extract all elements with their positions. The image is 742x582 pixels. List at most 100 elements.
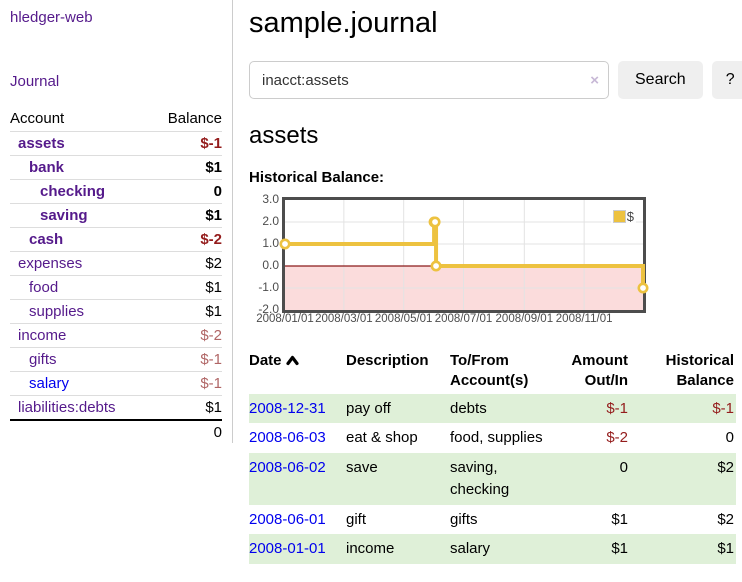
sidebar-account-income[interactable]: income (18, 327, 67, 344)
sidebar-account-supplies[interactable]: supplies (29, 303, 85, 320)
x-tick-label: 2008/09/01 (495, 313, 554, 325)
sidebar-account-food[interactable]: food (29, 279, 59, 296)
app-title-link[interactable]: hledger-web (10, 9, 93, 26)
search-field: × (249, 61, 609, 99)
transactions-header-row: Date Description To/From Account(s) Amou… (249, 349, 736, 394)
transaction-description: eat & shop (346, 429, 418, 447)
sort-asc-icon (285, 352, 299, 372)
account-row: liabilities:debts $1 (10, 395, 222, 421)
transaction-date-link[interactable]: 2008-01-01 (249, 540, 326, 558)
accounts-total-row: 0 (10, 419, 222, 444)
sidebar-account-liabilities-debts[interactable]: liabilities:debts (18, 399, 116, 416)
y-tick-label: 3.0 (262, 192, 279, 206)
transactions-table: Date Description To/From Account(s) Amou… (249, 349, 736, 564)
x-tick-label: 2008/05/01 (374, 313, 433, 325)
transaction-amount: $-1 (606, 399, 628, 417)
transaction-accounts: food, supplies (450, 429, 543, 447)
transaction-description: save (346, 459, 378, 476)
table-row: 2008-01-01 income salary $1 $1 (249, 534, 736, 564)
transaction-amount: $1 (611, 510, 628, 528)
historical-balance-chart: $ 3.0 2.0 1.0 0.0 -1.0 -2.0 2008/01/01 2008/03/… (249, 192, 742, 329)
transaction-balance: 0 (725, 429, 734, 447)
help-button[interactable]: ? (711, 61, 742, 99)
transaction-balance: $2 (717, 459, 734, 476)
legend-label: $ (626, 209, 634, 224)
account-row: expenses $2 (10, 251, 222, 276)
account-row: assets $-1 (10, 131, 222, 156)
page-title: sample.journal (249, 7, 438, 39)
account-balance: $-1 (150, 347, 222, 372)
clear-search-icon[interactable]: × (590, 72, 599, 89)
transaction-accounts: saving, checking (450, 459, 510, 498)
transaction-balance: $-1 (712, 399, 734, 417)
search-button[interactable]: Search (618, 61, 703, 99)
account-balance: $1 (150, 275, 222, 300)
accounts-total-balance: 0 (150, 419, 222, 444)
y-tick-label: 1.0 (262, 236, 279, 250)
column-accounts: To/From Account(s) (450, 352, 529, 390)
chart-legend: $ (610, 208, 636, 225)
column-date[interactable]: Date (249, 349, 346, 394)
account-balance: $-2 (150, 323, 222, 348)
sidebar-account-cash[interactable]: cash (29, 231, 64, 248)
main-panel: sample.journal × Search ? assets Histori… (233, 0, 742, 564)
x-tick-label: 2008/11/01 (555, 313, 613, 325)
account-balance: $1 (150, 299, 222, 324)
y-tick-label: 2.0 (262, 214, 279, 228)
sidebar-account-saving[interactable]: saving (40, 207, 88, 224)
app-window: hledger-web Journal Account Balance asse… (0, 0, 742, 564)
sidebar-account-expenses[interactable]: expenses (18, 255, 83, 272)
account-balance: $-2 (150, 227, 222, 252)
sidebar-account-bank[interactable]: bank (29, 159, 65, 176)
account-balance: $-1 (150, 371, 222, 396)
table-row: 2008-06-02 save saving, checking 0 $2 (249, 453, 736, 505)
transaction-accounts: salary (450, 540, 491, 558)
transaction-amount: $-2 (606, 429, 628, 447)
legend-swatch-icon (612, 210, 626, 223)
account-balance: $1 (150, 155, 222, 180)
y-tick-label: -1.0 (258, 280, 279, 294)
account-row: food $1 (10, 275, 222, 300)
transaction-description: income (346, 540, 395, 558)
accounts-header-row: Account Balance (10, 107, 222, 132)
x-tick-label: 2008/07/01 (434, 313, 493, 325)
transaction-balance: $1 (717, 540, 734, 558)
transaction-date-link[interactable]: 2008-06-02 (249, 459, 326, 476)
account-row: bank $1 (10, 155, 222, 180)
transaction-description: pay off (346, 399, 391, 417)
chart-canvas (279, 200, 649, 310)
transaction-description: gift (346, 510, 367, 528)
account-row: income $-2 (10, 323, 222, 348)
column-amount: Amount Out/In (571, 352, 628, 390)
transaction-date-link[interactable]: 2008-12-31 (249, 399, 326, 417)
transaction-amount: $1 (611, 540, 628, 558)
sidebar: hledger-web Journal Account Balance asse… (0, 0, 233, 444)
transaction-accounts: debts (450, 399, 487, 417)
table-row: 2008-06-01 gift gifts $1 $2 (249, 505, 736, 535)
chart-plot-area: $ (279, 197, 649, 313)
account-row: supplies $1 (10, 299, 222, 324)
account-row: saving $1 (10, 203, 222, 228)
x-tick-label: 2008/01/01 (256, 313, 314, 325)
sidebar-account-assets[interactable]: assets (18, 135, 65, 152)
table-row: 2008-12-31 pay off debts $-1 $-1 (249, 393, 736, 424)
chart-title: Historical Balance: (249, 169, 385, 186)
account-balance: $1 (150, 203, 222, 228)
account-balance: 0 (150, 179, 222, 204)
accounts-table: Account Balance assets $-1 bank $1 checking 0… (10, 107, 222, 444)
sidebar-account-gifts[interactable]: gifts (29, 351, 57, 368)
account-balance: $-1 (150, 131, 222, 156)
sidebar-item-journal[interactable]: Journal (10, 73, 60, 90)
sidebar-account-salary[interactable]: salary (29, 375, 70, 392)
search-form: × Search ? (249, 61, 742, 99)
transactions-tbody: 2008-12-31 pay off debts $-1 $-1 2008-06-03 ea… (249, 393, 736, 564)
x-tick-label: 2008/03/01 (315, 313, 373, 325)
transaction-accounts: gifts (450, 510, 478, 528)
column-balance: Historical Balance (665, 352, 734, 390)
account-row: gifts $-1 (10, 347, 222, 372)
search-input[interactable] (250, 71, 608, 89)
sidebar-account-checking[interactable]: checking (40, 183, 106, 200)
y-tick-label: 0.0 (262, 258, 279, 272)
transaction-date-link[interactable]: 2008-06-01 (249, 510, 326, 528)
transaction-date-link[interactable]: 2008-06-03 (249, 429, 326, 447)
